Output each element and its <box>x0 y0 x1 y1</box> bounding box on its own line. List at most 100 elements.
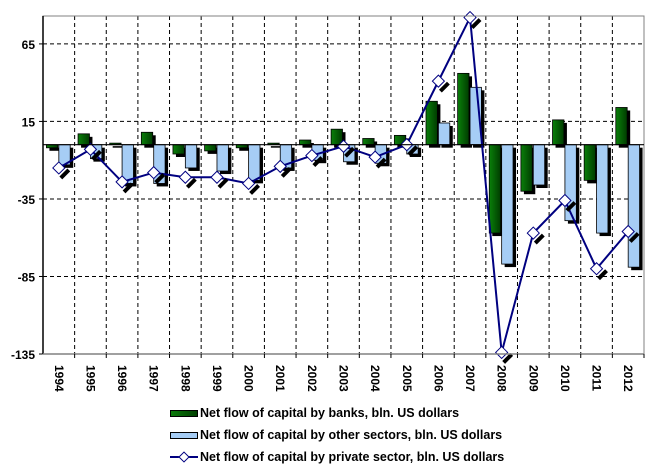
legend-label: Net flow of capital by private sector, b… <box>200 450 505 464</box>
other-sectors-swatch-icon <box>170 431 198 439</box>
marker-shadow <box>59 168 71 180</box>
x-tick-label: 1998 <box>178 365 192 392</box>
y-tick-label: -135 <box>11 348 35 362</box>
banks-swatch-icon <box>170 409 198 417</box>
x-tick-label: 2011 <box>590 365 604 391</box>
bar-banks <box>299 139 312 146</box>
x-tick-label: 1995 <box>83 365 97 392</box>
x-tick-label: 2005 <box>400 365 414 392</box>
marker-shadow <box>280 166 292 178</box>
private-sector-point <box>589 262 604 276</box>
x-tick-label: 2012 <box>621 365 635 392</box>
bar-other-sectors <box>596 144 609 234</box>
bar-banks-shadow <box>239 147 251 151</box>
bar-banks-shadow <box>270 146 283 148</box>
bar-banks-shadow <box>302 143 314 148</box>
private-sector-point <box>526 226 540 240</box>
bar-other-sectors <box>627 144 640 268</box>
bar-banks <box>552 119 565 146</box>
marker-shadow <box>502 353 514 364</box>
y-tick-label: -35 <box>18 193 36 207</box>
x-tick-label: 2006 <box>431 365 445 392</box>
marker-shadow <box>565 201 577 212</box>
bar-other-sectors <box>532 144 546 186</box>
private-sector-point <box>147 165 161 180</box>
bars <box>46 72 643 271</box>
x-tick-label: 2002 <box>305 365 319 392</box>
y-tick-label: -85 <box>18 270 36 284</box>
marker-shadow <box>249 184 261 195</box>
chart: 65 15 -35 -85 -135 1994 1995 1996 1997 1998 1999 20… <box>11 10 645 392</box>
marker-shadow <box>470 18 482 29</box>
legend-label: Net flow of capital by other sectors, bl… <box>200 428 503 442</box>
marker-shadow <box>185 177 197 189</box>
private-sector-point <box>431 74 446 88</box>
marker-shadow <box>407 145 419 157</box>
line-series <box>52 10 640 364</box>
x-tick-label: 2007 <box>463 365 477 392</box>
private-sector-point <box>52 161 66 175</box>
bar-banks <box>583 144 596 181</box>
private-sector-point <box>368 150 382 164</box>
y-tick-label: 65 <box>22 38 36 52</box>
legend-item-other-sectors: Net flow of capital by other sectors, bl… <box>170 424 504 446</box>
bar-banks <box>204 144 217 152</box>
bar-banks <box>77 133 90 146</box>
private-sector-point <box>463 10 477 25</box>
bar-banks <box>457 72 470 146</box>
bar-banks <box>488 144 502 234</box>
marker-shadow <box>628 232 640 243</box>
private-sector-point <box>305 148 319 163</box>
x-tick-label: 1994 <box>52 365 66 392</box>
private-sector-point <box>494 345 509 360</box>
private-sector-point <box>178 170 193 184</box>
x-tick-label: 2008 <box>495 365 509 392</box>
y-tick-label: 15 <box>22 115 36 129</box>
bar-other-sectors <box>248 144 261 181</box>
marker-shadow <box>438 81 450 93</box>
private-sector-point <box>115 175 129 189</box>
grid-lines <box>43 16 644 354</box>
legend-item-private-sector: Net flow of capital by private sector, b… <box>170 446 504 468</box>
x-tick-label: 2003 <box>337 365 351 392</box>
bar-banks <box>172 144 185 155</box>
bar-other-sectors <box>437 122 451 146</box>
legend-item-banks: Net flow of capital by banks, bln. US do… <box>170 402 504 424</box>
bar-banks <box>425 100 438 146</box>
marker-shadow <box>597 269 608 281</box>
private-sector-point <box>210 170 224 184</box>
private-sector-point <box>83 142 98 157</box>
marker-shadow <box>375 157 387 169</box>
marker-shadow <box>154 173 166 185</box>
x-tick-label: 1999 <box>210 365 224 392</box>
axes <box>39 15 645 358</box>
bar-banks-shadow <box>112 146 125 148</box>
bar-banks <box>362 138 375 146</box>
bar-banks <box>520 144 533 192</box>
x-tick-label: 2000 <box>242 365 256 392</box>
bar-other-sectors <box>184 144 198 169</box>
marker-shadow <box>217 177 229 189</box>
x-tick-label: 2001 <box>273 365 287 392</box>
marker-shadow <box>91 149 102 161</box>
private-sector-point <box>621 224 635 239</box>
marker-shadow <box>312 156 324 167</box>
bar-other-sectors <box>501 144 514 265</box>
x-tick-label: 2004 <box>368 365 382 392</box>
x-tick-label: 1997 <box>147 365 161 392</box>
marker-shadow <box>533 233 545 245</box>
x-tick-label: 2010 <box>558 365 572 392</box>
x-tick-label: 1996 <box>115 365 129 392</box>
x-tick-label: 2009 <box>526 365 540 392</box>
private-sector-point <box>273 159 287 174</box>
bar-banks <box>615 107 628 146</box>
legend: Net flow of capital by banks, bln. US do… <box>170 402 504 468</box>
bar-banks <box>140 131 154 146</box>
private-sector-point <box>241 176 256 191</box>
bar-banks-shadow <box>49 147 61 151</box>
legend-label: Net flow of capital by banks, bln. US do… <box>200 406 460 420</box>
line-marker-icon <box>170 452 198 462</box>
marker-shadow <box>122 182 134 194</box>
private-sector-point <box>558 193 572 208</box>
bar-other-sectors <box>216 144 229 172</box>
